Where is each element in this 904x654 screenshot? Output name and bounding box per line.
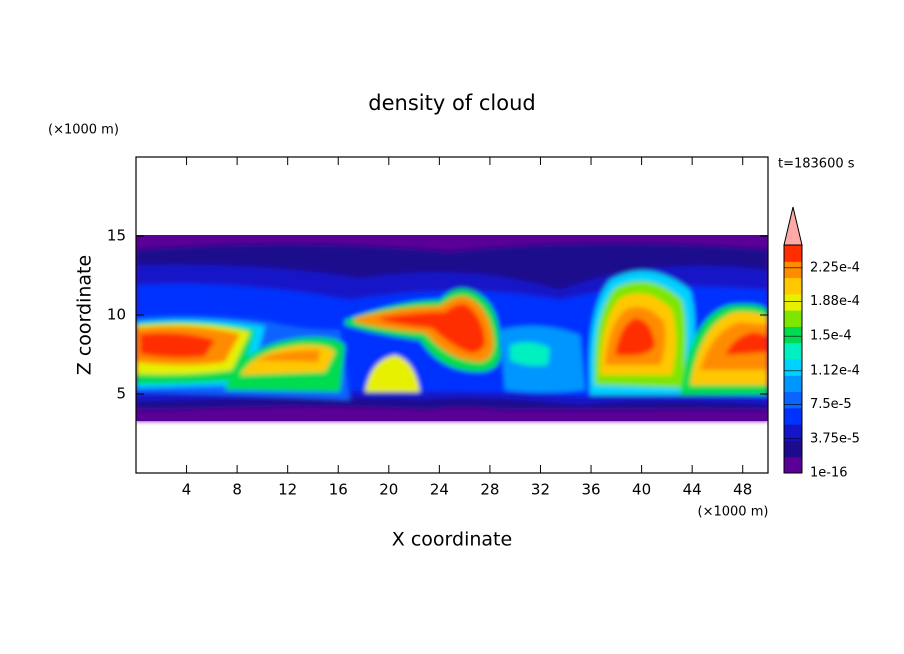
colorbar-band — [784, 440, 802, 458]
chart-title: density of cloud — [368, 91, 535, 115]
colorbar-band — [784, 375, 802, 393]
colorbar-tick-label: 1.88e-4 — [810, 294, 860, 309]
colorbar-tick-label: 2.25e-4 — [810, 260, 860, 275]
colorbar-band — [784, 359, 802, 376]
x-tick-label: 20 — [379, 481, 398, 499]
y-axis-label: Z coordinate — [74, 255, 96, 375]
x-axis-label: X coordinate — [392, 529, 512, 551]
colorbar-tick-label: 1e-16 — [810, 466, 848, 481]
colorbar-band — [784, 456, 802, 474]
y-tick-label: 15 — [107, 227, 126, 245]
x-tick-label: 44 — [683, 481, 702, 499]
colorbar-band — [784, 310, 802, 327]
y-tick-label: 10 — [107, 306, 126, 324]
colorbar-band — [784, 424, 802, 441]
colorbar-band — [784, 326, 802, 344]
x-unit: (×1000 m) — [698, 505, 769, 520]
contour-field — [136, 235, 768, 421]
time-label: t=183600 s — [778, 157, 855, 172]
colorbar-band — [784, 293, 802, 311]
x-tick-label: 48 — [733, 481, 752, 499]
x-tick-label: 12 — [278, 481, 297, 499]
colorbar-band — [784, 391, 802, 409]
colorbar-extend — [783, 206, 803, 246]
colorbar-tick-label: 7.5e-5 — [810, 397, 852, 412]
y-unit: (×1000 m) — [48, 123, 119, 138]
x-tick-label: 40 — [632, 481, 651, 499]
x-tick-label: 36 — [581, 481, 600, 499]
colorbar-band — [784, 245, 802, 262]
y-tick-label: 5 — [116, 385, 126, 403]
colorbar-tick-label: 3.75e-5 — [810, 431, 860, 446]
colorbar-tick-label: 1.12e-4 — [810, 363, 860, 378]
colorbar-tick-label: 1.5e-4 — [810, 329, 852, 344]
x-tick-label: 24 — [430, 481, 449, 499]
x-tick-label: 28 — [480, 481, 499, 499]
x-tick-label: 32 — [531, 481, 550, 499]
colorbar-band — [784, 261, 802, 279]
x-tick-label: 4 — [182, 481, 192, 499]
colorbar-band — [784, 407, 802, 425]
x-tick-label: 8 — [232, 481, 242, 499]
x-tick-label: 16 — [329, 481, 348, 499]
field-shapes — [136, 243, 768, 421]
colorbar-band — [784, 342, 802, 360]
colorbar-band — [784, 277, 802, 295]
